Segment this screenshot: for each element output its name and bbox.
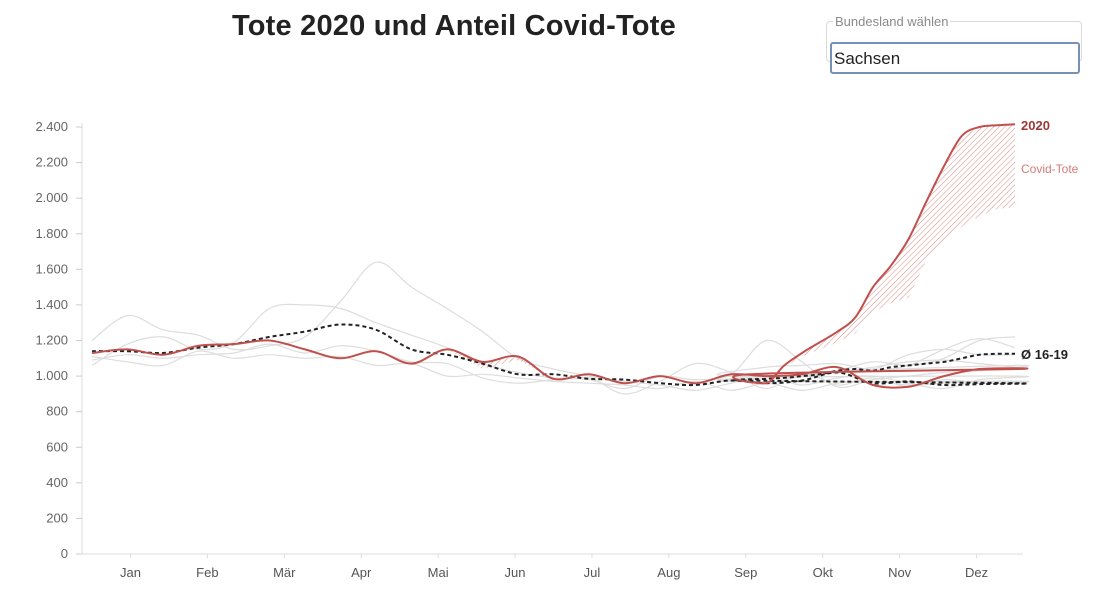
y-tick-label: 800 xyxy=(46,404,68,419)
year-2020-line xyxy=(91,123,1029,389)
y-tick-label: 1.200 xyxy=(35,333,68,348)
bundesland-picker-legend: Bundesland wählen xyxy=(835,14,949,29)
bundesland-select[interactable]: Sachsen xyxy=(830,42,1080,74)
label-average-16-19: Ø 16-19 xyxy=(1021,347,1068,362)
label-covid-tote: Covid-Tote xyxy=(1021,162,1079,176)
x-tick-label: Jan xyxy=(120,565,141,580)
year-2020-line-group xyxy=(91,123,1029,389)
chart-title: Tote 2020 und Anteil Covid-Tote xyxy=(232,10,676,42)
y-tick-label: 2.200 xyxy=(35,155,68,170)
x-tick-label: Mär xyxy=(273,565,296,580)
x-tick-label: Okt xyxy=(813,565,834,580)
y-tick-label: 1.000 xyxy=(35,368,68,383)
average-line xyxy=(91,323,1029,387)
y-tick-label: 400 xyxy=(46,475,68,490)
y-tick-label: 200 xyxy=(46,510,68,525)
covid-area-group xyxy=(447,124,1015,384)
y-tick-label: 1.600 xyxy=(35,261,68,276)
axes-group: 0 200 400 600 800 1.000 1.200 1.400 1.600 1.800 2.… xyxy=(35,119,1023,580)
label-2020: 2020 xyxy=(1021,118,1050,133)
average-line-group xyxy=(91,323,1029,387)
y-tick-label: 2.000 xyxy=(35,190,68,205)
covid-area-autumn xyxy=(731,124,1015,384)
y-tick-label: 0 xyxy=(61,546,68,561)
x-tick-label: Apr xyxy=(351,565,372,580)
y-tick-label: 1.400 xyxy=(35,297,68,312)
y-tick-label: 600 xyxy=(46,439,68,454)
x-tick-label: Jun xyxy=(505,565,526,580)
x-tick-label: Sep xyxy=(734,565,757,580)
covid-area-spring xyxy=(447,349,554,379)
y-tick-label: 2.400 xyxy=(35,119,68,134)
history-line-2019 xyxy=(91,338,1029,395)
x-tick-label: Mai xyxy=(428,565,449,580)
y-tick-label: 1.800 xyxy=(35,226,68,241)
x-tick-label: Jul xyxy=(584,565,601,580)
x-tick-label: Aug xyxy=(657,565,680,580)
history-line-2018 xyxy=(91,350,1029,391)
bundesland-picker: Bundesland wählen Sachsen xyxy=(826,14,1082,74)
x-tick-label: Nov xyxy=(888,565,912,580)
x-tick-label: Dez xyxy=(965,565,988,580)
x-tick-label: Feb xyxy=(196,565,218,580)
